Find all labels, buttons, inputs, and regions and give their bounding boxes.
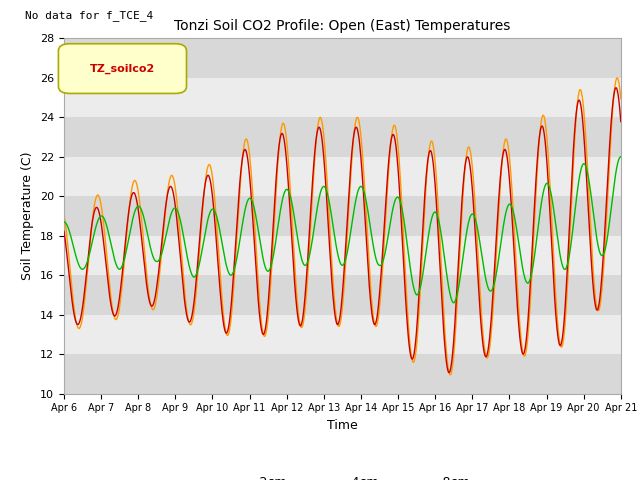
Y-axis label: Soil Temperature (C): Soil Temperature (C) [22, 152, 35, 280]
Title: Tonzi Soil CO2 Profile: Open (East) Temperatures: Tonzi Soil CO2 Profile: Open (East) Temp… [174, 19, 511, 33]
Bar [64, 196, 621, 236]
X-axis label: Time: Time [327, 419, 358, 432]
Legend: -2cm, -4cm, -8cm: -2cm, -4cm, -8cm [209, 471, 476, 480]
Bar [64, 38, 621, 78]
FancyBboxPatch shape [58, 44, 186, 94]
Text: TZ_soilco2: TZ_soilco2 [90, 63, 155, 74]
Bar [64, 236, 621, 275]
Bar [64, 354, 621, 394]
Bar [64, 78, 621, 117]
Bar [64, 117, 621, 157]
Bar [64, 157, 621, 196]
Bar [64, 275, 621, 315]
Bar [64, 315, 621, 354]
Text: No data for f_TCE_4: No data for f_TCE_4 [25, 10, 153, 21]
